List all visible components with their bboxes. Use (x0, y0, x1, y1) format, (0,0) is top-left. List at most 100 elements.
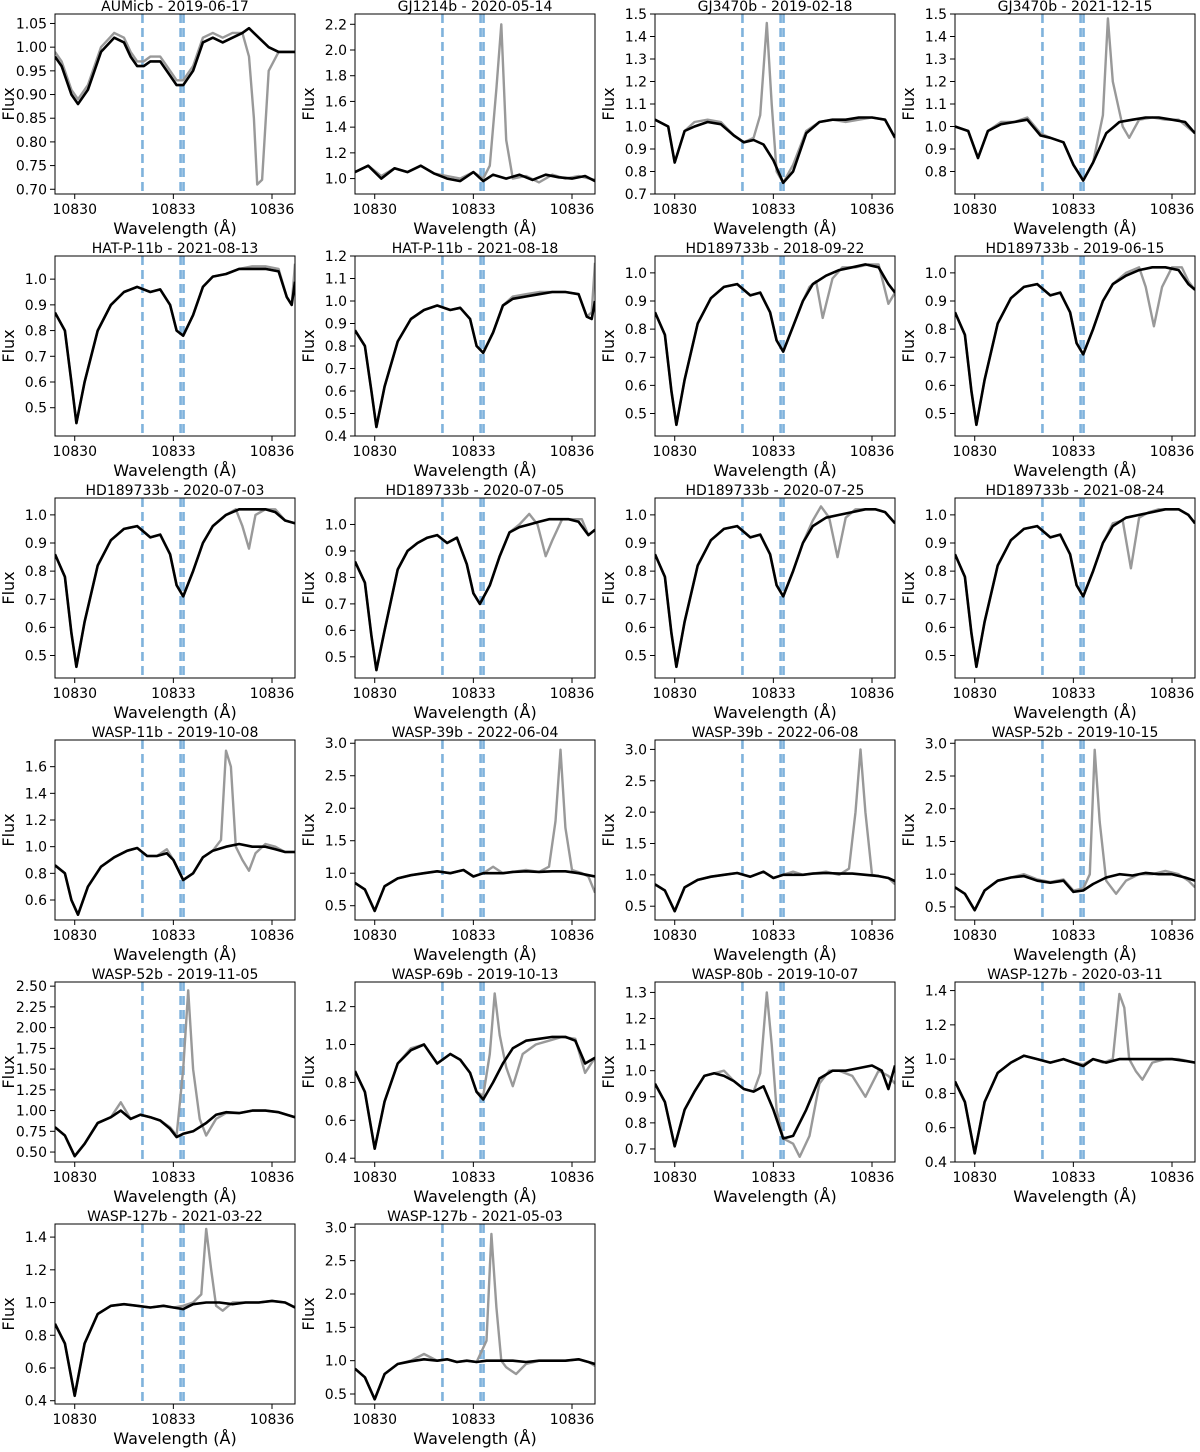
x-tick-label: 10833 (151, 1170, 196, 1186)
y-axis-label: Flux (0, 571, 18, 604)
y-tick-label: 1.6 (325, 94, 347, 110)
subplot-title: HD189733b - 2020-07-25 (686, 483, 865, 499)
subplot-svg: WASP-11b - 2019-10-08 10830 10833 10836 0.6 0… (0, 725, 296, 964)
y-tick-label: 1.5 (325, 1320, 347, 1336)
x-tick-label: 10830 (652, 686, 697, 702)
axes-frame (54, 739, 296, 921)
y-tick-label: 1.0 (325, 1354, 347, 1370)
y-axis-label: Flux (299, 329, 318, 362)
x-tick-label: 10836 (850, 1170, 895, 1186)
x-tick-label: 10833 (751, 444, 796, 460)
y-tick-label: 0.5 (625, 407, 647, 423)
subplot-panel: GJ3470b - 2019-02-18 10830 10833 10836 0.7 0.… (599, 0, 900, 242)
spectrum-gray-line (55, 1227, 295, 1398)
y-tick-label: 3.0 (325, 1220, 347, 1236)
x-axis-label: Wavelength (Å) (413, 1429, 536, 1448)
y-tick-label: 0.8 (925, 165, 947, 181)
spectrum-gray-line (55, 749, 295, 916)
spectrum-gray-line (655, 505, 895, 669)
subplot-svg: WASP-52b - 2019-10-15 10830 10833 10836 0.5 1… (899, 725, 1196, 964)
y-tick-label: 0.6 (325, 1113, 347, 1129)
x-tick-label: 10833 (1051, 1170, 1096, 1186)
subplot-panel: GJ3470b - 2021-12-15 10830 10833 10836 0.8 0.… (899, 0, 1200, 242)
y-axis-label: Flux (299, 87, 318, 120)
axes-frame (54, 255, 296, 437)
x-tick-label: 10833 (751, 1170, 796, 1186)
x-tick-label: 10836 (550, 928, 595, 944)
y-tick-label: 0.9 (325, 317, 347, 333)
x-tick-label: 10830 (652, 202, 697, 218)
y-tick-label: 1.0 (25, 840, 47, 856)
y-tick-label: 0.6 (325, 623, 347, 639)
subplot-svg: HD189733b - 2019-06-15 10830 10833 10836 0.5… (899, 241, 1196, 480)
spectrum-black-line (655, 263, 895, 427)
x-tick-label: 10830 (52, 444, 97, 460)
y-tick-label: 0.9 (625, 1090, 647, 1106)
spectrum-gray-line (655, 21, 895, 185)
y-tick-label: 0.8 (625, 322, 647, 338)
y-tick-label: 0.7 (925, 350, 947, 366)
y-tick-label: 0.9 (625, 536, 647, 552)
x-tick-label: 10833 (1051, 928, 1096, 944)
spectrum-gray-line (355, 1232, 595, 1401)
x-tick-label: 10833 (451, 686, 496, 702)
x-axis-label: Wavelength (Å) (113, 945, 236, 964)
y-tick-label: 0.5 (925, 900, 947, 916)
y-tick-label: 1.3 (625, 985, 647, 1001)
y-tick-label: 1.0 (325, 1038, 347, 1054)
x-axis-label: Wavelength (Å) (413, 461, 536, 480)
y-tick-label: 0.8 (925, 322, 947, 338)
x-axis-label: Wavelength (Å) (1013, 219, 1136, 238)
y-tick-label: 0.8 (25, 324, 47, 340)
y-tick-label: 1.0 (325, 866, 347, 882)
spectrum-gray-line (955, 508, 1195, 669)
y-tick-label: 1.5 (625, 836, 647, 852)
subplot-title: GJ3470b - 2019-02-18 (698, 0, 853, 15)
axes-frame (354, 1223, 596, 1405)
x-tick-label: 10836 (550, 686, 595, 702)
y-tick-label: 0.4 (325, 429, 347, 445)
axes-frame (654, 497, 896, 679)
subplot-panel: WASP-39b - 2022-06-08 10830 10833 10836 0.5 1… (599, 725, 900, 968)
y-tick-label: 3.0 (625, 742, 647, 758)
y-tick-label: 1.75 (16, 1041, 47, 1057)
x-axis-label: Wavelength (Å) (713, 461, 836, 480)
y-axis-label: Flux (599, 1055, 618, 1088)
subplot-svg: HD189733b - 2021-08-24 10830 10833 10836 0.5… (899, 483, 1196, 722)
y-tick-label: 2.50 (16, 979, 47, 995)
y-tick-label: 1.5 (325, 834, 347, 850)
subplot-title: WASP-11b - 2019-10-08 (92, 725, 259, 741)
x-tick-label: 10836 (550, 444, 595, 460)
x-tick-label: 10830 (52, 1412, 97, 1428)
y-axis-label: Flux (299, 813, 318, 846)
y-tick-label: 2.0 (325, 1287, 347, 1303)
x-tick-label: 10830 (352, 1170, 397, 1186)
y-tick-label: 0.9 (625, 294, 647, 310)
y-tick-label: 1.2 (925, 1018, 947, 1034)
y-tick-label: 0.7 (625, 592, 647, 608)
y-tick-label: 3.0 (325, 736, 347, 752)
subplot-panel: GJ1214b - 2020-05-14 10830 10833 10836 1.0 1.… (299, 0, 600, 242)
y-tick-label: 0.8 (25, 866, 47, 882)
subplot-panel: HD189733b - 2020-07-03 10830 10833 10836 0.5… (0, 483, 300, 726)
subplot-title: WASP-127b - 2020-03-11 (987, 967, 1163, 983)
y-tick-label: 0.5 (325, 650, 347, 666)
y-tick-label: 1.0 (25, 272, 47, 288)
y-tick-label: 0.5 (625, 649, 647, 665)
y-axis-label: Flux (599, 813, 618, 846)
y-tick-label: 1.0 (925, 120, 947, 136)
subplot-panel: WASP-127b - 2021-05-03 10830 10833 10836 0.5… (299, 1209, 600, 1452)
y-tick-label: 1.00 (16, 40, 47, 56)
subplot-panel: AUMicb - 2019-06-17 10830 10833 10836 0.70 0.… (0, 0, 300, 242)
y-tick-label: 0.4 (325, 1151, 347, 1167)
y-tick-label: 1.5 (925, 834, 947, 850)
y-tick-label: 0.7 (325, 597, 347, 613)
spectrum-gray-line (955, 992, 1195, 1155)
x-axis-label: Wavelength (Å) (413, 1187, 536, 1206)
axes-frame (54, 1223, 296, 1405)
x-axis-label: Wavelength (Å) (113, 1429, 236, 1448)
x-tick-label: 10830 (52, 1170, 97, 1186)
y-tick-label: 2.0 (325, 801, 347, 817)
y-axis-label: Flux (599, 329, 618, 362)
x-tick-label: 10830 (352, 444, 397, 460)
